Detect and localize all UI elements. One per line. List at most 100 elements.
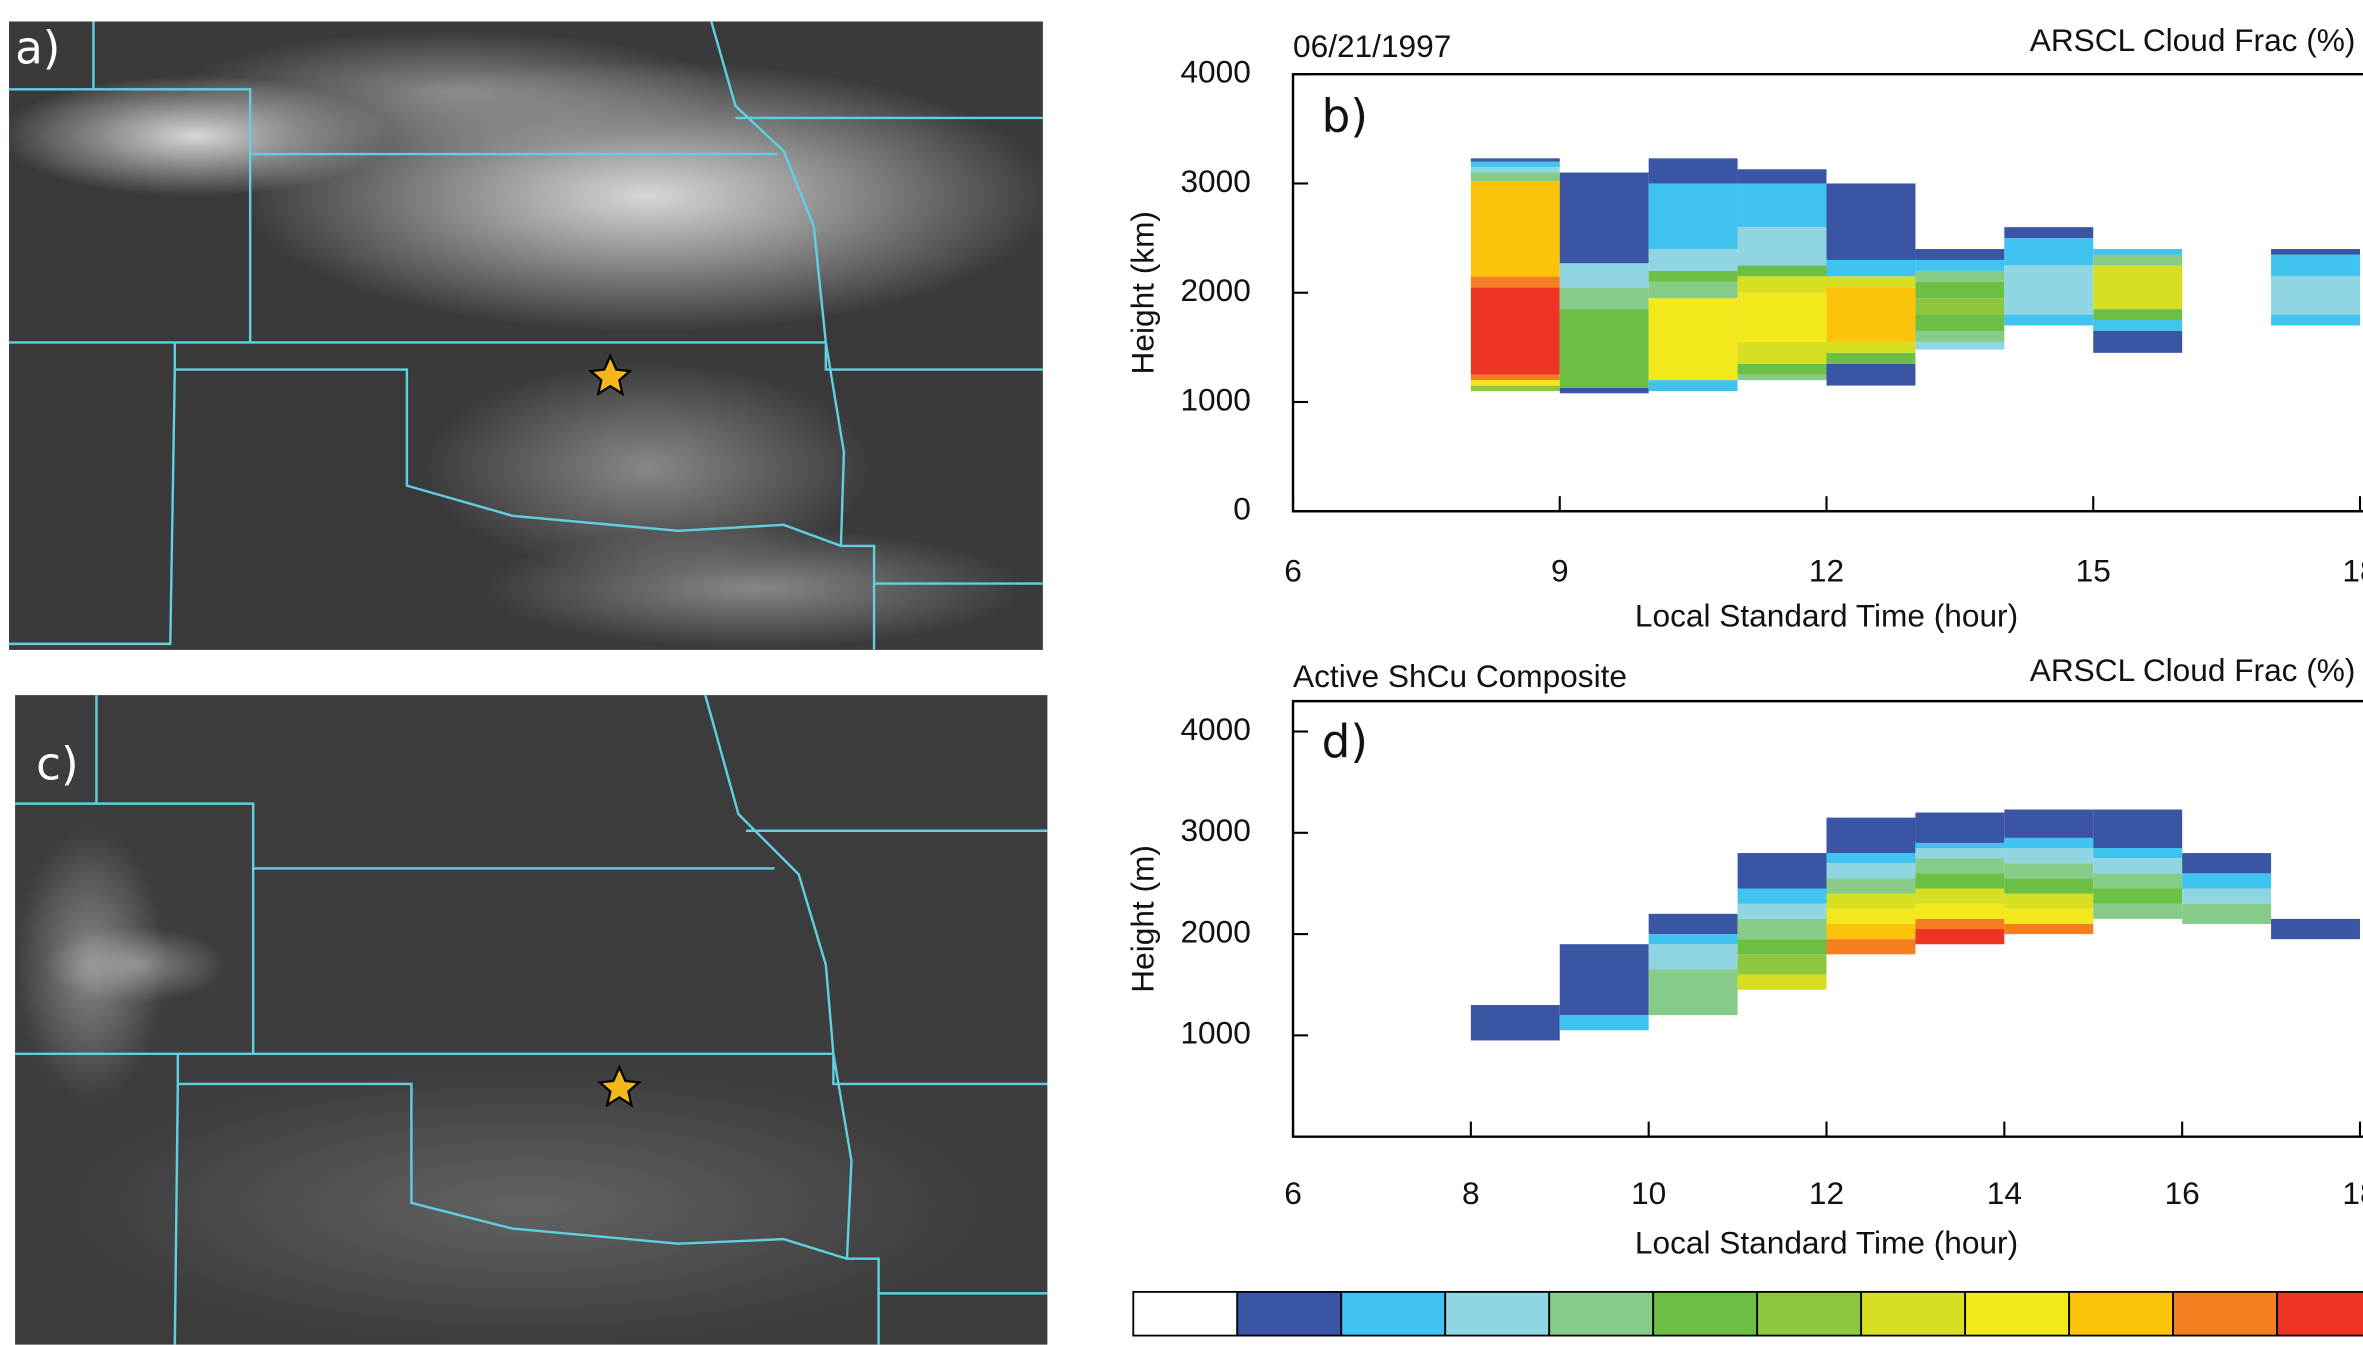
x-tick-label: 12 <box>1809 552 1844 588</box>
y-tick-label: 2000 <box>1180 913 1250 949</box>
cell <box>2093 254 2182 265</box>
cell <box>1915 331 2004 342</box>
cell <box>2004 848 2093 863</box>
cell <box>1560 944 1649 1015</box>
cell <box>1915 298 2004 314</box>
cell <box>1915 813 2004 843</box>
colorbar-box <box>2277 1292 2363 1336</box>
cell <box>1738 939 1827 954</box>
cell <box>1471 276 1560 287</box>
colorbar <box>1133 1292 2363 1336</box>
chart-subtitle: ARSCL Cloud Frac (%) <box>2030 22 2356 58</box>
cell <box>2093 810 2182 848</box>
cell <box>1915 271 2004 282</box>
cell <box>2004 265 2093 314</box>
cell <box>2004 863 2093 878</box>
cell <box>1649 944 1738 969</box>
cell <box>2004 238 2093 265</box>
panel-label: b) <box>1322 89 1368 142</box>
cell <box>1738 183 1827 227</box>
cell <box>1738 364 1827 375</box>
cell <box>1827 894 1916 909</box>
colorbar-box <box>1341 1292 1445 1336</box>
cell <box>2004 838 2093 848</box>
chart: 6810121416181000200030004000Active ShCu … <box>1125 652 2363 1261</box>
cell <box>1827 853 1916 863</box>
x-tick-label: 8 <box>1462 1175 1480 1211</box>
y-tick-label: 4000 <box>1180 711 1250 747</box>
cell <box>1915 919 2004 929</box>
cell <box>2093 249 2182 254</box>
cell <box>1649 183 1738 249</box>
cell <box>1738 169 1827 183</box>
x-tick-label: 6 <box>1284 552 1302 588</box>
cell <box>1827 909 1916 924</box>
cell <box>1738 293 1827 342</box>
cell <box>1738 342 1827 364</box>
cell <box>1827 260 1916 276</box>
x-axis-label: Local Standard Time (hour) <box>1635 1225 2018 1261</box>
cell <box>2093 904 2182 919</box>
x-tick-label: 10 <box>1631 1175 1666 1211</box>
x-tick-label: 12 <box>1809 1175 1844 1211</box>
cell <box>1738 265 1827 276</box>
cell <box>2093 873 2182 888</box>
cell <box>2271 249 2360 254</box>
cell <box>2093 848 2182 858</box>
cell <box>1471 162 1560 167</box>
cell <box>2271 276 2360 314</box>
x-axis-label: Local Standard Time (hour) <box>1635 598 2018 634</box>
cell <box>1738 975 1827 990</box>
cell <box>1915 858 2004 873</box>
panel-label: a) <box>15 22 60 75</box>
cell <box>1560 388 1649 393</box>
cell <box>2004 924 2093 934</box>
cell <box>2182 904 2271 924</box>
y-tick-label: 1000 <box>1180 1015 1250 1051</box>
colorbar-box <box>1549 1292 1653 1336</box>
cell <box>1649 914 1738 934</box>
cell <box>1649 970 1738 1016</box>
cell <box>1915 873 2004 888</box>
cell <box>1738 954 1827 974</box>
cell <box>2004 894 2093 909</box>
x-tick-label: 18 <box>2342 552 2363 588</box>
cell <box>1471 380 1560 385</box>
cell <box>1915 929 2004 944</box>
cell <box>1915 843 2004 848</box>
cell <box>1560 173 1649 264</box>
cell <box>2271 919 2360 939</box>
cell <box>1738 276 1827 292</box>
cell <box>1827 863 1916 878</box>
colorbar-box <box>1133 1292 1237 1336</box>
figure: a) c) 691215180100020003000400006/21/199… <box>0 0 2363 1345</box>
cell <box>1827 183 1916 259</box>
cell <box>2004 909 2093 924</box>
cell <box>2093 309 2182 320</box>
cell <box>2271 315 2360 326</box>
x-tick-label: 16 <box>2165 1175 2200 1211</box>
cell <box>2182 873 2271 888</box>
cell <box>1471 375 1560 380</box>
cell <box>1738 904 1827 919</box>
cell <box>1738 375 1827 380</box>
satellite-image-c: c) <box>15 695 1047 1345</box>
colorbar-box <box>2173 1292 2277 1336</box>
cell <box>1471 181 1560 276</box>
colorbar-box <box>1653 1292 1757 1336</box>
cell <box>1827 276 1916 287</box>
colorbar-box <box>1861 1292 1965 1336</box>
chart-title: Active ShCu Composite <box>1293 658 1627 694</box>
cell <box>1560 263 1649 287</box>
chart: 691215180100020003000400006/21/1997ARSCL… <box>1125 22 2363 634</box>
colorbar-box <box>1445 1292 1549 1336</box>
x-tick-label: 18 <box>2342 1175 2363 1211</box>
cell <box>1560 309 1649 388</box>
x-tick-label: 15 <box>2076 552 2111 588</box>
cell <box>1471 1005 1560 1040</box>
cell <box>2004 227 2093 238</box>
x-tick-label: 14 <box>1987 1175 2022 1211</box>
colorbar-box <box>1965 1292 2069 1336</box>
cell <box>1649 934 1738 944</box>
x-tick-label: 6 <box>1284 1175 1302 1211</box>
